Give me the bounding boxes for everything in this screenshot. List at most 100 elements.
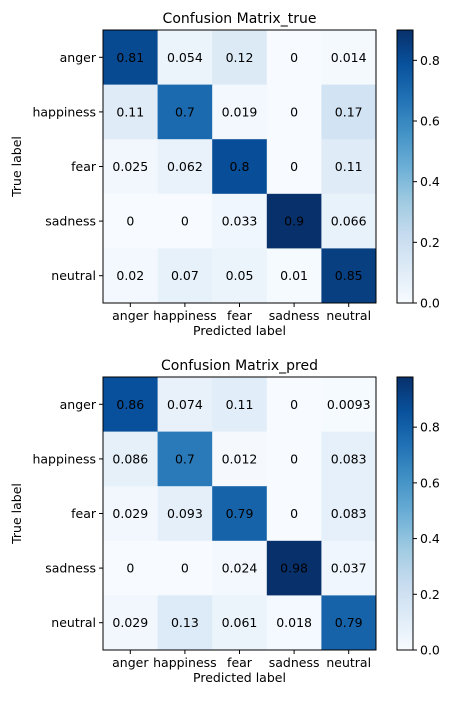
cell-value-label: 0.86 — [116, 397, 144, 412]
cell-value-label: 0.11 — [226, 397, 254, 412]
cell-value-label: 0.037 — [331, 561, 367, 576]
cell-value-label: 0 — [290, 506, 298, 521]
cell-value-label: 0.79 — [226, 506, 254, 521]
cell-value-label: 0.02 — [116, 268, 144, 283]
colorbar-tick-label: 0.6 — [420, 475, 440, 490]
heatmap-cell — [212, 248, 268, 304]
heatmap-cell — [157, 540, 213, 596]
heatmap-cell — [103, 540, 158, 596]
heatmap-cell — [321, 540, 377, 596]
heatmap-cell — [157, 595, 213, 651]
cell-value-label: 0.01 — [280, 268, 308, 283]
cell-value-label: 0.012 — [222, 451, 258, 466]
cell-value-label: 0.98 — [280, 561, 308, 576]
x-tick-label: fear — [227, 308, 253, 323]
heatmap-cell — [103, 84, 158, 140]
y-tick-label: fear — [71, 506, 97, 521]
cell-value-label: 0 — [181, 561, 189, 576]
heatmap-cell — [212, 30, 268, 85]
colorbar-tick-label: 0.4 — [420, 174, 440, 189]
x-tick-label: sadness — [269, 655, 320, 670]
heatmap-cell — [212, 139, 268, 195]
colorbar-tick-label: 0.4 — [420, 531, 440, 546]
cell-value-label: 0.018 — [276, 615, 312, 630]
heatmap-cell — [103, 377, 158, 432]
heatmap-cell — [103, 248, 158, 304]
colorbar — [397, 30, 413, 303]
y-tick-label: anger — [60, 50, 97, 65]
heatmap-cell — [212, 84, 268, 140]
heatmap-cell — [103, 595, 158, 651]
x-tick-label: happiness — [153, 308, 217, 323]
cell-value-label: 0.086 — [112, 451, 148, 466]
colorbar — [397, 377, 413, 650]
heatmap-cell — [212, 486, 268, 542]
heatmap-cell — [266, 84, 322, 140]
cell-value-label: 0.13 — [171, 615, 199, 630]
cell-value-label: 0.81 — [116, 50, 144, 65]
cell-value-label: 0 — [290, 397, 298, 412]
cell-value-label: 0.054 — [167, 50, 203, 65]
cell-value-label: 0.12 — [226, 50, 254, 65]
cell-value-label: 0.083 — [331, 506, 367, 521]
cell-value-label: 0.083 — [331, 451, 367, 466]
cell-value-label: 0.07 — [171, 268, 199, 283]
cell-value-label: 0 — [290, 104, 298, 119]
heatmap-cell — [103, 193, 158, 249]
cell-value-label: 0.029 — [112, 615, 148, 630]
cell-value-label: 0 — [290, 451, 298, 466]
y-tick-label: sadness — [45, 561, 96, 576]
cell-value-label: 0.074 — [167, 397, 203, 412]
x-tick-label: neutral — [326, 308, 371, 323]
cell-value-label: 0.024 — [222, 561, 258, 576]
heatmap-cell — [157, 377, 213, 432]
colorbar-tick-label: 0.8 — [420, 420, 440, 435]
cell-value-label: 0 — [126, 214, 134, 229]
heatmap-cell — [321, 139, 377, 195]
cell-value-label: 0.0093 — [327, 397, 371, 412]
x-tick-label: fear — [227, 655, 253, 670]
colorbar-tick-label: 0.0 — [420, 296, 440, 311]
heatmap-cell — [157, 486, 213, 542]
cell-value-label: 0.05 — [226, 268, 254, 283]
y-tick-label: fear — [71, 159, 97, 174]
heatmap-cell — [103, 139, 158, 195]
y-axis-label: True label — [9, 483, 24, 545]
cell-value-label: 0.025 — [112, 159, 148, 174]
chart-title: Confusion Matrix_true — [163, 11, 317, 27]
cell-value-label: 0.093 — [167, 506, 203, 521]
heatmap-cell — [212, 193, 268, 249]
heatmap-cell — [321, 193, 377, 249]
heatmap-cell — [103, 486, 158, 542]
cell-value-label: 0.033 — [222, 214, 258, 229]
heatmap-cell — [266, 595, 322, 651]
heatmap-cell — [266, 30, 322, 85]
heatmap-cell — [157, 193, 213, 249]
heatmap-cell — [157, 248, 213, 304]
colorbar-tick-label: 0.6 — [420, 114, 440, 129]
cell-value-label: 0.019 — [222, 104, 258, 119]
cell-value-label: 0.8 — [230, 159, 250, 174]
heatmap-cell — [266, 139, 322, 195]
heatmap-cell — [212, 431, 268, 487]
heatmap-cell — [321, 248, 377, 304]
cell-value-label: 0.85 — [335, 268, 363, 283]
cell-value-label: 0.066 — [331, 214, 367, 229]
heatmap-cell — [321, 377, 377, 432]
heatmap-cell — [266, 486, 322, 542]
heatmap-cell — [157, 431, 213, 487]
heatmap-cell — [266, 540, 322, 596]
cell-value-label: 0 — [181, 214, 189, 229]
cell-value-label: 0.11 — [116, 104, 144, 119]
cell-value-label: 0.061 — [222, 615, 258, 630]
heatmap-cell — [103, 30, 158, 85]
heatmap-cell — [321, 486, 377, 542]
colorbar-tick-label: 0.2 — [420, 235, 440, 250]
heatmap-cell — [266, 248, 322, 304]
cell-value-label: 0.014 — [331, 50, 367, 65]
cell-value-label: 0.062 — [167, 159, 203, 174]
cell-value-label: 0 — [290, 159, 298, 174]
cell-value-label: 0.11 — [335, 159, 363, 174]
y-axis-label: True label — [9, 136, 24, 198]
